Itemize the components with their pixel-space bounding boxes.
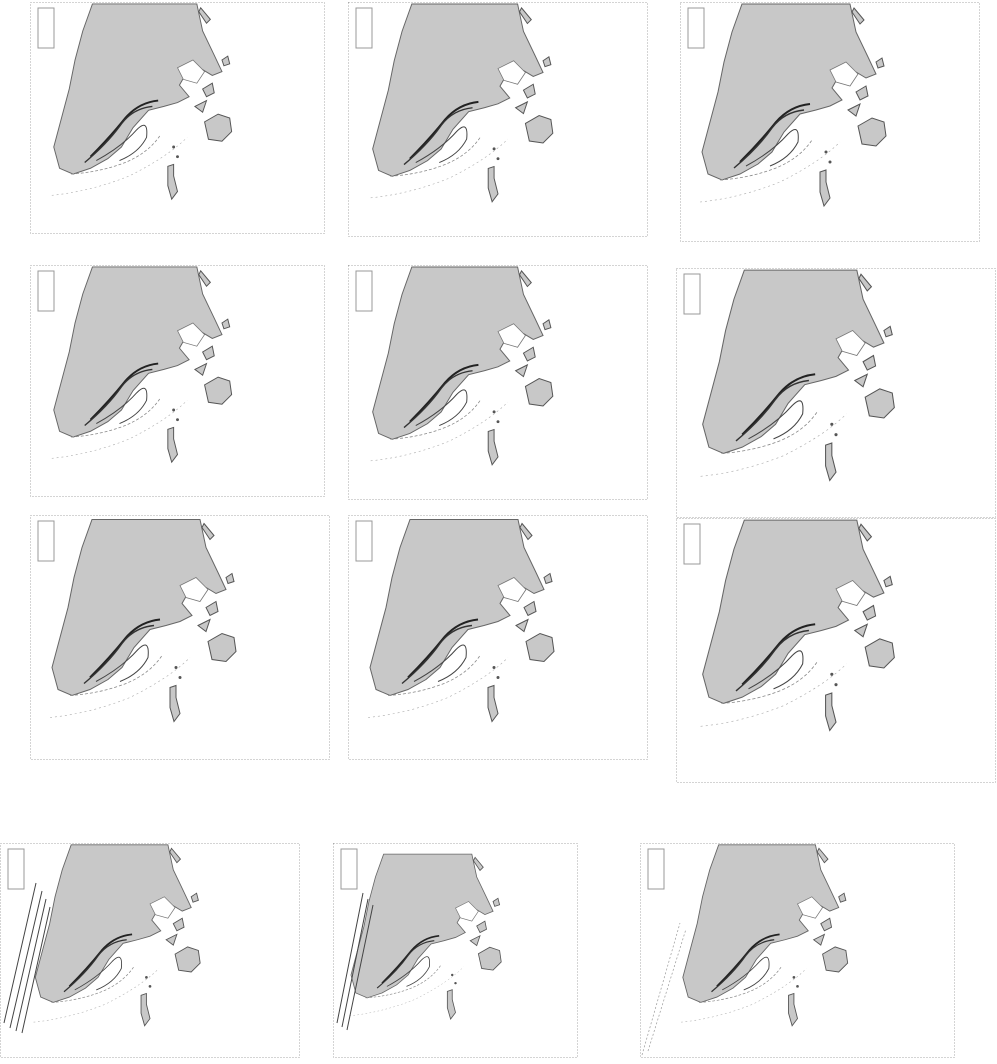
map-panel	[30, 515, 330, 760]
legend-box	[8, 849, 24, 889]
map	[52, 267, 232, 462]
map	[371, 4, 553, 202]
map	[681, 845, 848, 1026]
map-panel	[348, 265, 648, 500]
map	[349, 854, 501, 1019]
map-panel	[348, 515, 648, 760]
map	[701, 520, 895, 730]
legend-box	[688, 8, 704, 48]
map-panel	[640, 843, 955, 1058]
map	[52, 4, 232, 199]
map-panel	[676, 268, 996, 518]
legend-box	[38, 521, 54, 561]
legend-box	[341, 849, 357, 889]
map	[368, 520, 554, 722]
page: (() => { const data = JSON.parse(documen…	[0, 0, 997, 1064]
legend-box	[356, 521, 372, 561]
legend-box	[684, 524, 700, 564]
map	[50, 520, 236, 722]
map-panel	[348, 2, 648, 237]
map-panel	[333, 843, 578, 1058]
legend-box	[38, 8, 54, 48]
map-panel	[30, 265, 325, 497]
map-panel	[30, 2, 325, 234]
map-panel	[0, 843, 300, 1058]
contour-lines	[642, 923, 686, 1055]
legend-box	[648, 849, 664, 889]
map-panel	[680, 2, 980, 242]
map	[34, 845, 201, 1026]
map-panel	[676, 518, 996, 783]
map	[371, 267, 553, 465]
legend-box	[356, 271, 372, 311]
legend-box	[356, 8, 372, 48]
map	[700, 4, 886, 206]
map	[701, 270, 895, 480]
legend-box	[684, 274, 700, 314]
legend-box	[38, 271, 54, 311]
